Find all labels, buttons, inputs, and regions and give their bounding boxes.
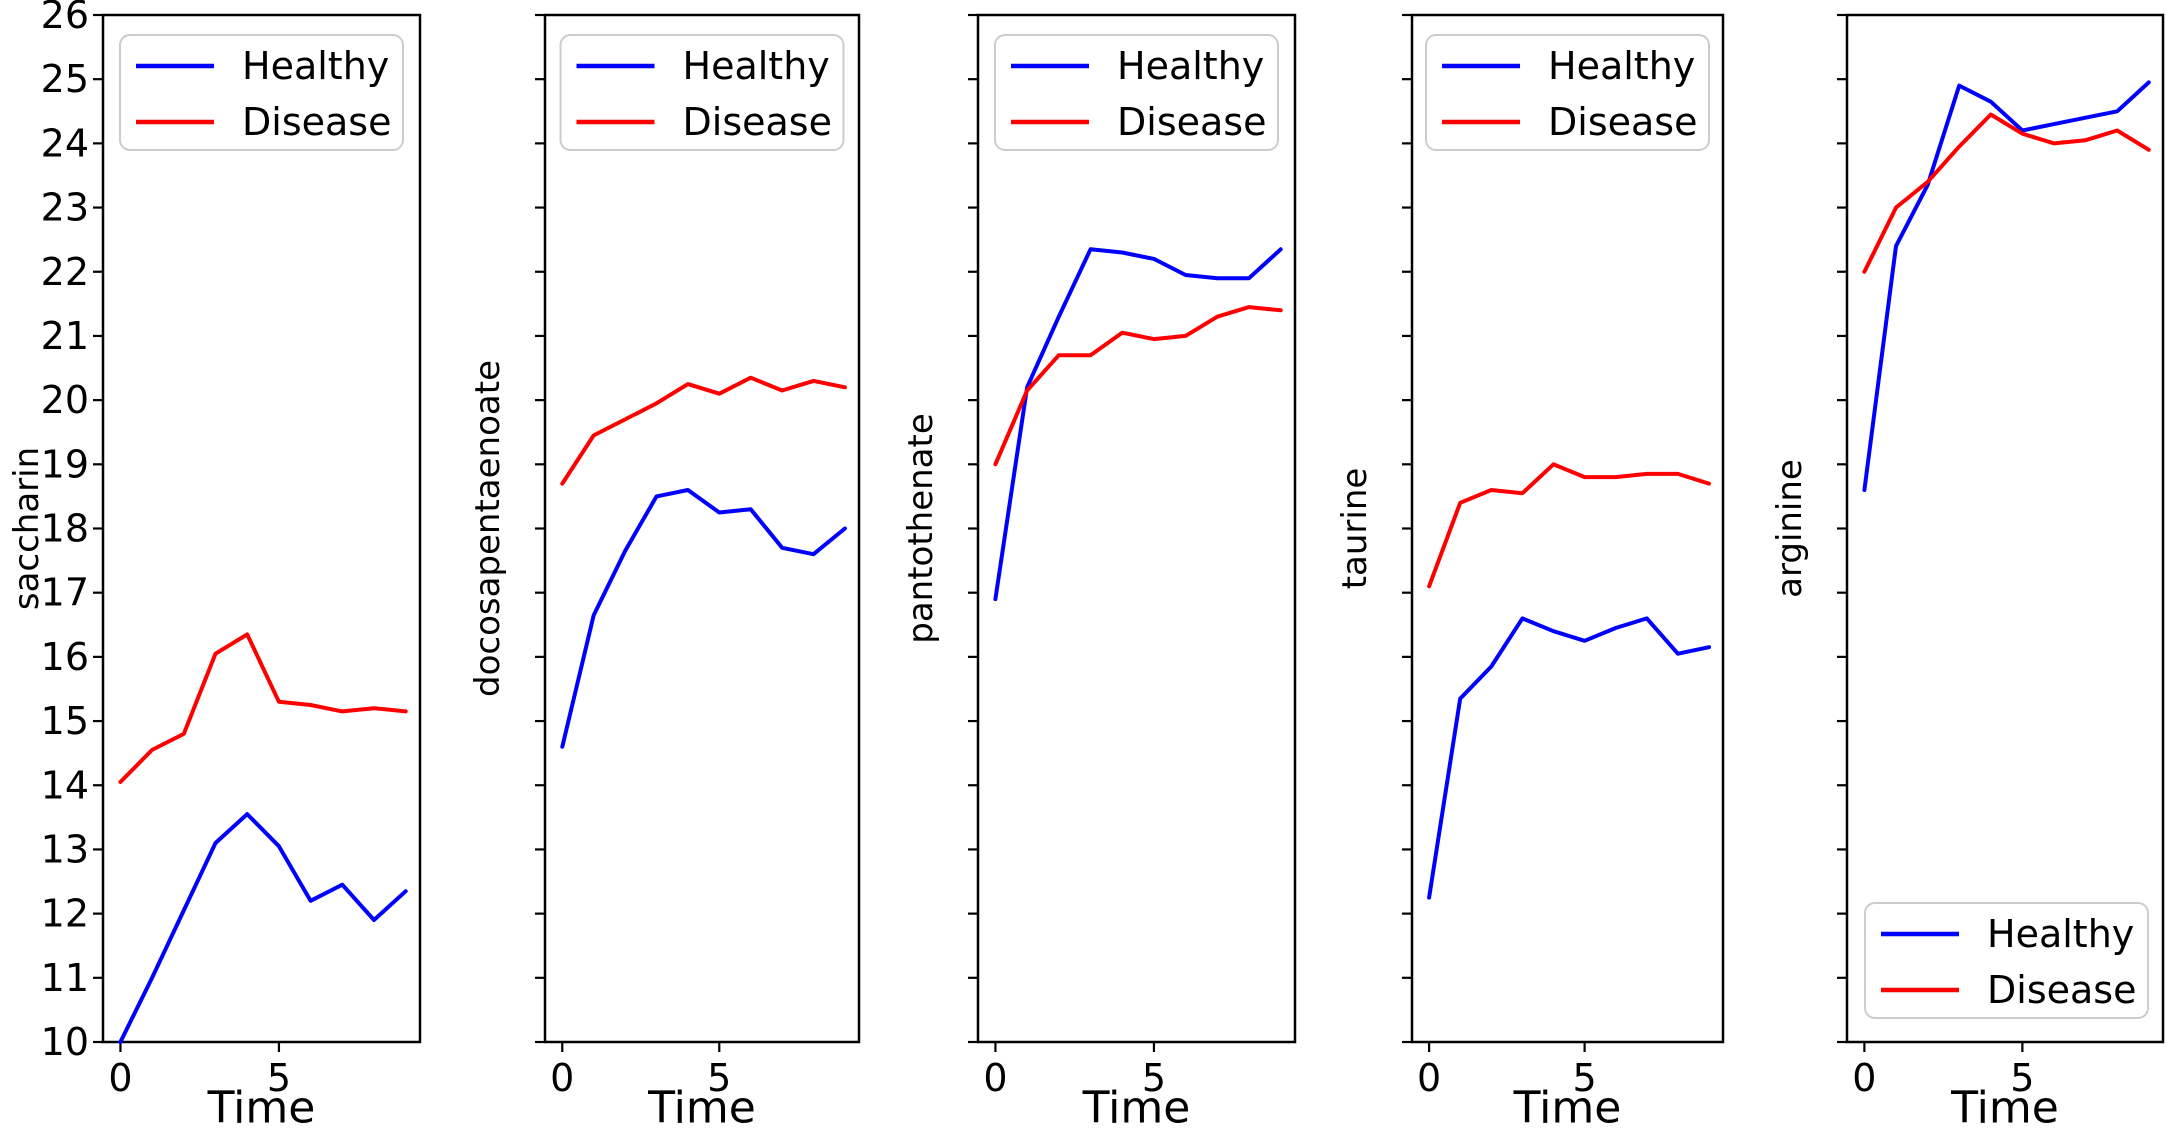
y-axis-label: saccharin [7, 447, 47, 610]
healthy-line [993, 247, 1283, 602]
x-axis-label: Time [1950, 1083, 2059, 1134]
y-tick-label: 18 [41, 507, 89, 551]
y-tick-label: 15 [41, 699, 89, 743]
plot-border [101, 13, 422, 1044]
y-tick-label: 11 [41, 956, 89, 1000]
legend-label-disease: Disease [1117, 100, 1266, 144]
healthy-line [560, 488, 847, 749]
legend-item-healthy: Healthy [136, 44, 389, 88]
legend-label-healthy: Healthy [1117, 44, 1264, 88]
x-axis-label: Time [647, 1083, 756, 1134]
y-tick-label: 16 [41, 635, 89, 679]
x-tick-label: 0 [1417, 1056, 1441, 1100]
y-tick-label: 13 [41, 827, 89, 871]
y-axis-label: docosapentaenoate [468, 360, 508, 697]
legend-item-disease: Disease [136, 100, 391, 144]
healthy-line [1862, 80, 2151, 492]
disease-line [560, 375, 847, 486]
y-tick-label: 19 [41, 442, 89, 486]
legend-item-disease: Disease [1011, 100, 1266, 144]
legend-label-healthy: Healthy [683, 44, 830, 88]
x-axis-label: Time [207, 1083, 316, 1134]
disease-line [993, 305, 1283, 467]
y-axis-label: taurine [1335, 468, 1375, 590]
legend-item-disease: Disease [1442, 100, 1697, 144]
x-tick-label: 5 [1142, 1056, 1166, 1100]
chart-saccharin: 10 11 12 13 14 15 16 17 18 19 20 21 22 23 24 25 26 0 5Time… [7, 0, 422, 1134]
plot-border [543, 13, 861, 1044]
legend: Healthy Disease [1864, 902, 2149, 1019]
healthy-line [1427, 616, 1711, 900]
legend-label-disease: Disease [1987, 968, 2136, 1012]
y-tick-label: 24 [41, 121, 89, 165]
disease-line [1427, 462, 1711, 589]
legend: Healthy Disease [994, 34, 1279, 151]
x-axis-label: Time [1513, 1083, 1622, 1134]
y-tick-label: 12 [41, 892, 89, 936]
plot-border [976, 13, 1297, 1044]
y-tick-label: 25 [41, 57, 89, 101]
disease-line [118, 632, 408, 784]
x-tick-label: 0 [550, 1056, 574, 1100]
x-tick-label: 5 [1573, 1056, 1597, 1100]
y-tick-label: 10 [41, 1020, 89, 1064]
x-tick-label: 5 [707, 1056, 731, 1100]
y-tick-label: 22 [41, 250, 89, 294]
legend-item-healthy: Healthy [1442, 44, 1695, 88]
y-axis-label: pantothenate [901, 413, 941, 644]
legend-item-disease: Disease [1881, 968, 2136, 1012]
legend-label-healthy: Healthy [1987, 912, 2134, 956]
y-tick-label: 14 [41, 763, 89, 807]
y-tick-label: 20 [41, 378, 89, 422]
healthy-line [118, 812, 408, 1044]
y-tick-label: 26 [41, 0, 89, 37]
legend-label-disease: Disease [242, 100, 391, 144]
plot-border [1845, 13, 2165, 1044]
legend-item-healthy: Healthy [1011, 44, 1264, 88]
x-tick-label: 5 [267, 1056, 291, 1100]
disease-line [1862, 112, 2151, 274]
x-axis-label: Time [1082, 1083, 1191, 1134]
y-tick-label: 17 [41, 571, 89, 615]
y-axis-label: arginine [1770, 459, 1810, 598]
legend-label-healthy: Healthy [1548, 44, 1695, 88]
legend-label-disease: Disease [1548, 100, 1697, 144]
legend-label-disease: Disease [683, 100, 832, 144]
x-tick-label: 0 [983, 1056, 1007, 1100]
y-tick-label: 21 [41, 314, 89, 358]
plot-border [1410, 13, 1725, 1044]
legend: Healthy Disease [1425, 34, 1710, 151]
legend-label-healthy: Healthy [242, 44, 389, 88]
legend: Healthy Disease [559, 34, 845, 151]
legend-item-healthy: Healthy [576, 44, 830, 88]
y-tick-label: 23 [41, 186, 89, 230]
x-tick-label: 0 [1852, 1056, 1876, 1100]
x-tick-label: 5 [2010, 1056, 2034, 1100]
legend: Healthy Disease [119, 34, 404, 151]
x-tick-label: 0 [108, 1056, 132, 1100]
legend-item-healthy: Healthy [1881, 912, 2134, 956]
legend-item-disease: Disease [576, 100, 832, 144]
